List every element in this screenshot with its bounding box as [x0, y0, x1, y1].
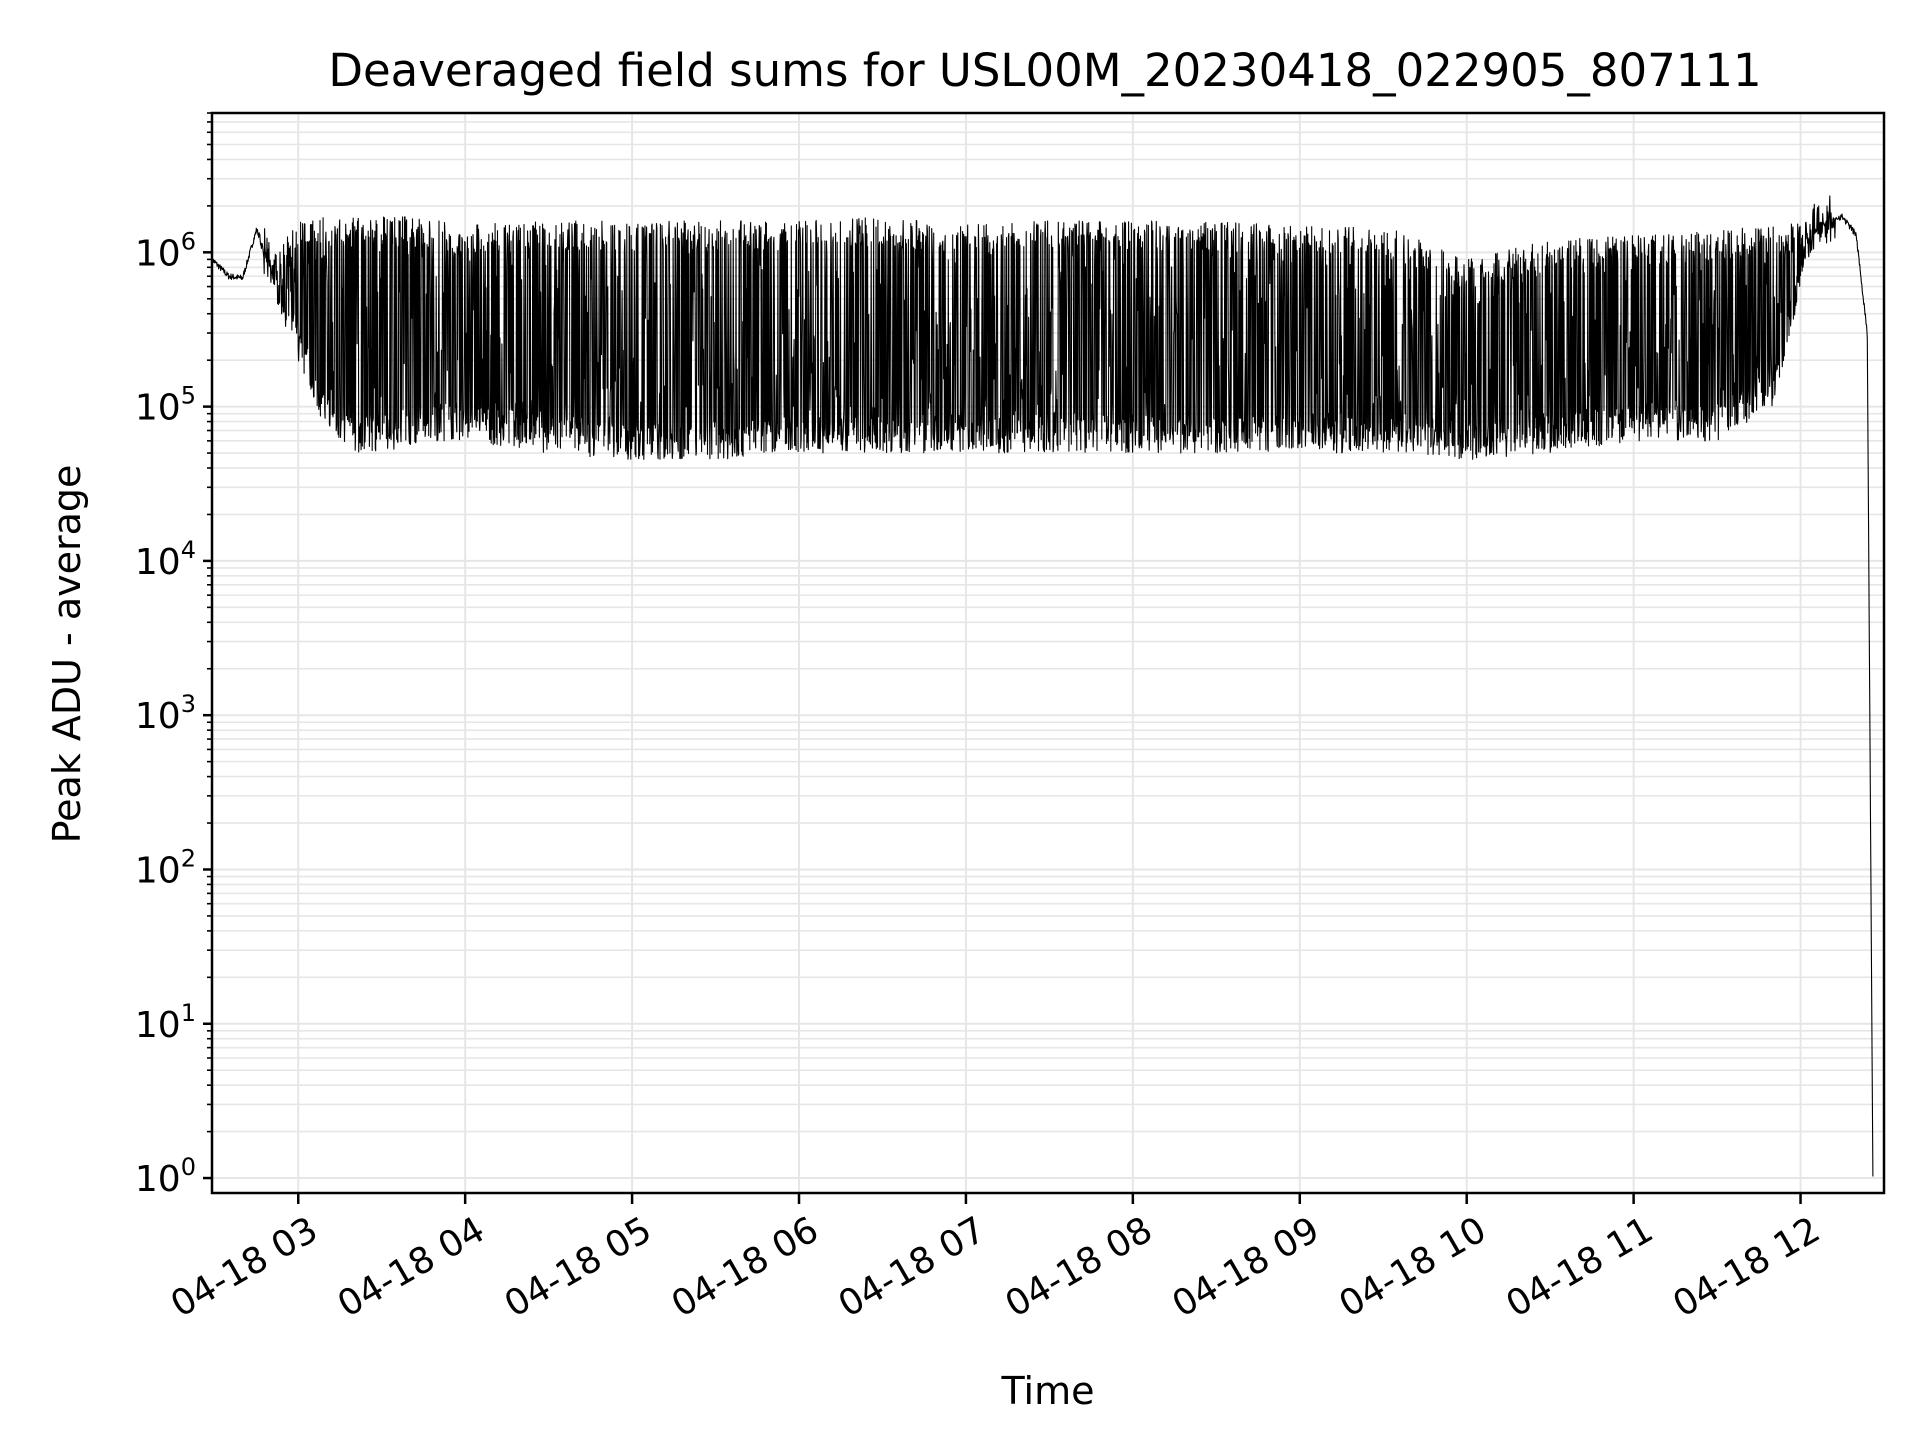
signal-series: [211, 195, 1874, 1177]
y-tick-label: 106: [135, 227, 196, 274]
plot-frame: [210, 111, 1886, 1195]
y-tick-label: 104: [135, 536, 196, 583]
y-tick-label: 100: [135, 1153, 196, 1200]
x-axis-label: Time: [1001, 1369, 1095, 1413]
y-tick-label: 105: [135, 382, 196, 429]
signal-line: [211, 195, 1874, 1177]
grid: [212, 112, 1884, 1193]
y-tick-label: 101: [135, 999, 196, 1046]
y-tick-label: 102: [135, 844, 196, 891]
y-axis-label: Peak ADU - average: [45, 465, 89, 844]
y-axis: 100 101 102 103 104 105 106: [135, 112, 212, 1200]
chart-title: Deaveraged field sums for USL00M_2023041…: [328, 44, 1761, 97]
y-tick-label: 103: [135, 690, 196, 737]
